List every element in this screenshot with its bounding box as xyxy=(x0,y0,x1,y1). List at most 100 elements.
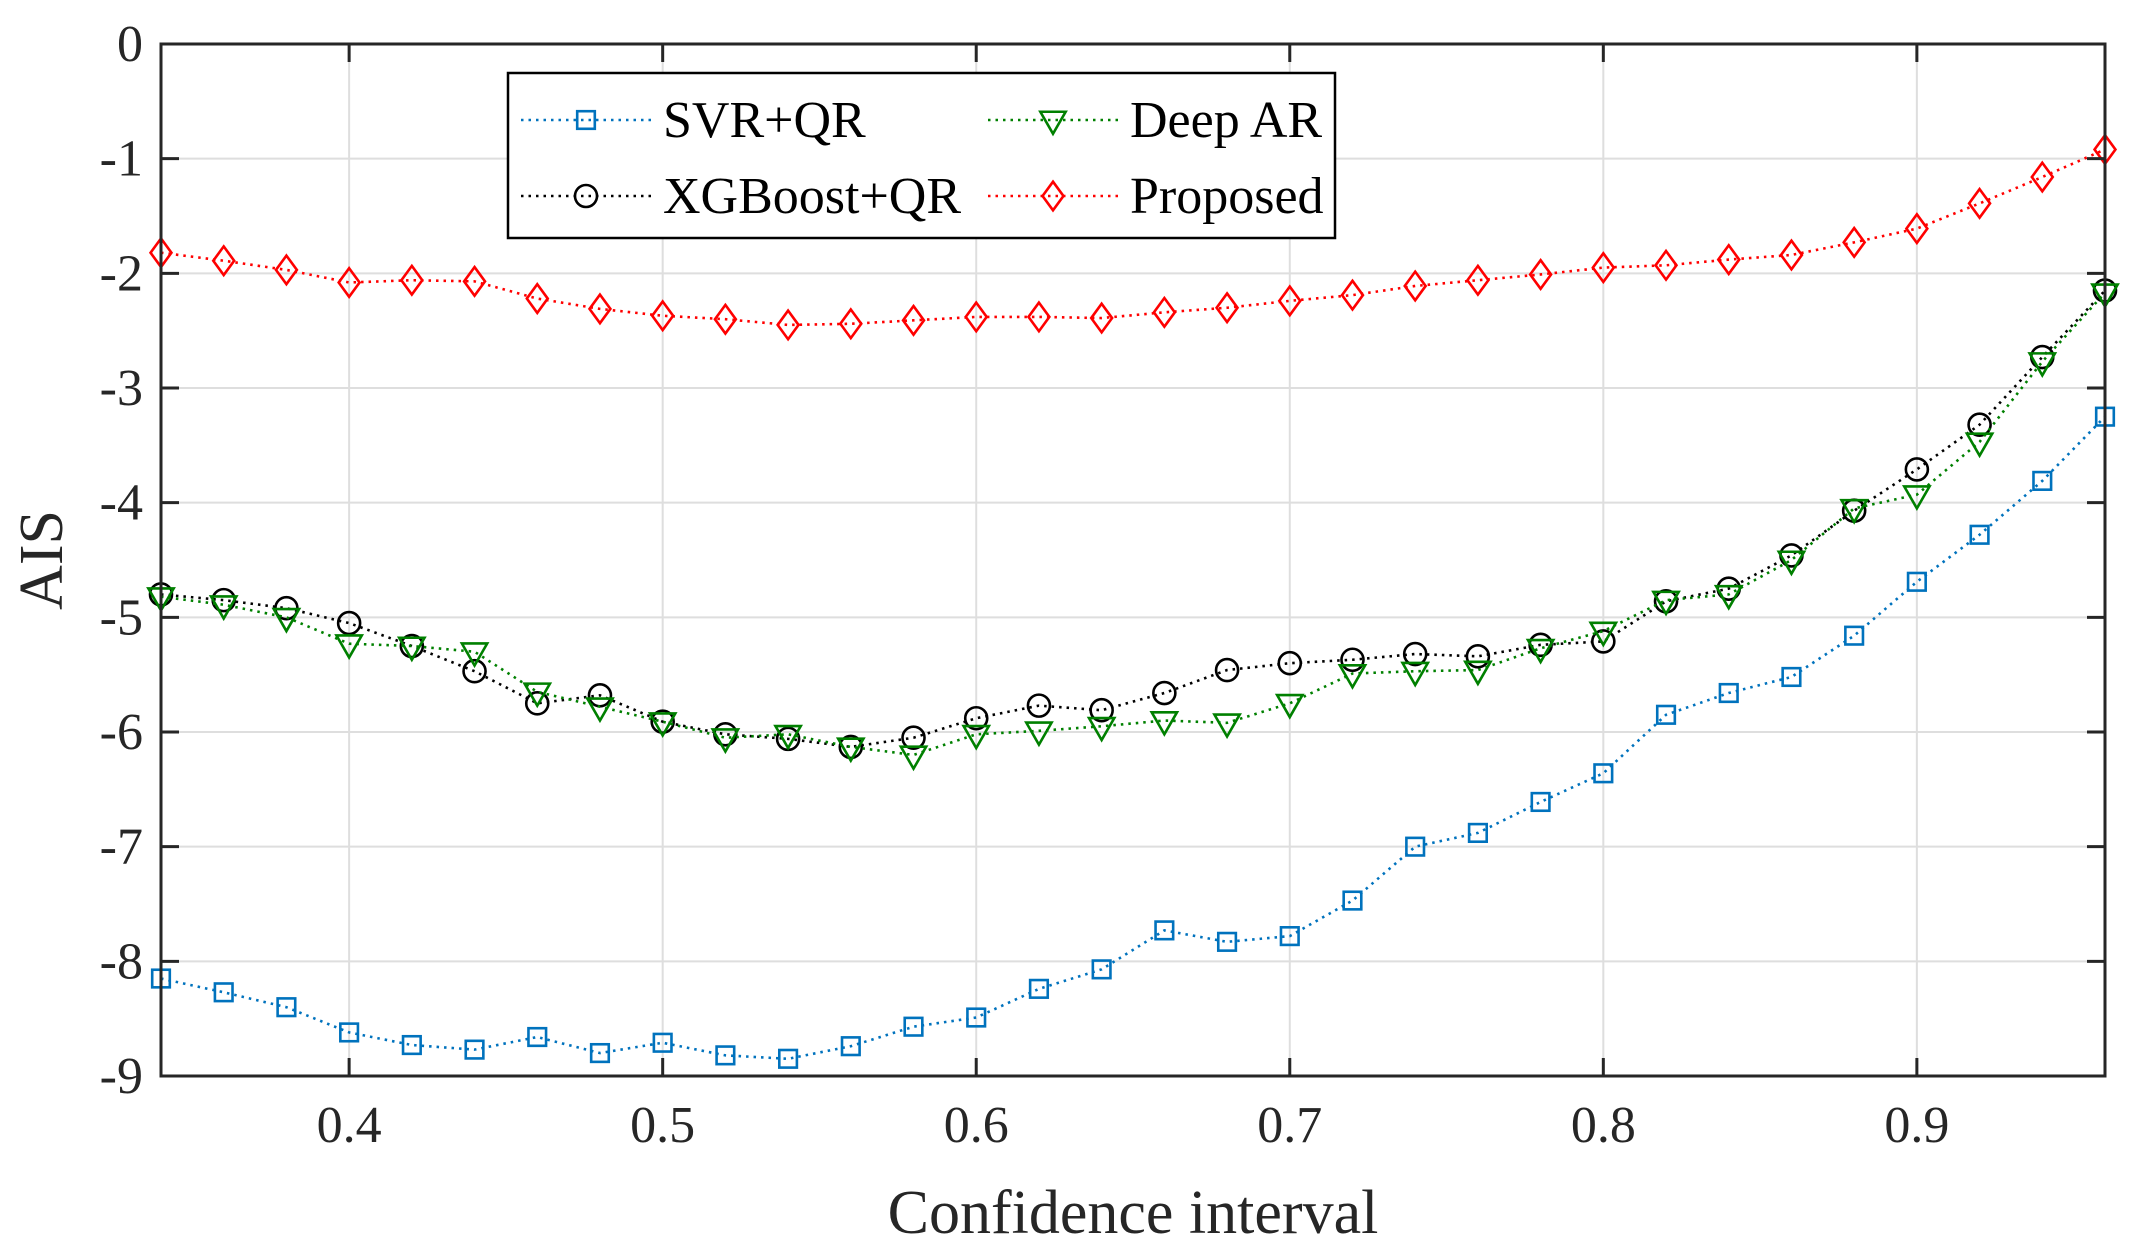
plot-frame xyxy=(159,42,2107,1078)
legend-label: XGBoost+QR xyxy=(663,168,961,225)
data-point xyxy=(1467,822,1489,844)
data-point xyxy=(459,642,490,669)
data-point xyxy=(898,745,929,772)
data-point xyxy=(1463,660,1493,687)
data-point xyxy=(1591,629,1616,654)
data-point xyxy=(652,1032,673,1053)
data-point xyxy=(336,610,362,636)
data-point xyxy=(838,734,864,760)
y-tick-label: -6 xyxy=(100,704,143,761)
data-point xyxy=(1215,291,1240,325)
data-point xyxy=(1904,212,1929,246)
data-point xyxy=(1530,791,1551,813)
data-point xyxy=(1024,721,1054,748)
data-point xyxy=(334,634,365,661)
data-point xyxy=(647,712,678,739)
y-tick-label: -1 xyxy=(100,131,143,188)
data-point xyxy=(524,691,550,716)
data-point xyxy=(1591,251,1616,285)
data-point xyxy=(527,1026,548,1048)
y-tick-label: 0 xyxy=(117,16,143,73)
data-point xyxy=(1279,926,1300,947)
data-point xyxy=(1154,920,1175,941)
data-point xyxy=(650,299,675,333)
data-point xyxy=(835,737,866,764)
data-point xyxy=(1901,485,1932,511)
data-point xyxy=(339,1022,360,1043)
data-point xyxy=(961,724,992,751)
legend-entry: Proposed xyxy=(988,168,1324,225)
data-point xyxy=(1969,524,1990,545)
y-tick-label: -7 xyxy=(100,819,143,876)
data-point xyxy=(1904,457,1930,482)
data-point xyxy=(208,595,239,622)
data-point xyxy=(1091,959,1112,980)
data-point xyxy=(337,266,362,300)
legend-entry: XGBoost+QR xyxy=(521,168,961,225)
data-point xyxy=(964,300,989,334)
data-point xyxy=(901,303,926,337)
data-point xyxy=(213,982,234,1003)
data-point xyxy=(776,308,801,342)
data-point xyxy=(211,244,236,278)
data-point xyxy=(1655,704,1677,725)
data-point xyxy=(2027,352,2058,378)
legend: SVR+QR XGBoost+QR Deep AR Proposed xyxy=(506,71,1337,240)
series-deep-ar xyxy=(146,283,2120,772)
data-point xyxy=(1525,638,1556,665)
data-point xyxy=(274,253,299,287)
x-tick-label: 0.9 xyxy=(1884,1097,1949,1154)
legend-box xyxy=(506,71,1337,240)
x-tick-label: 0.5 xyxy=(630,1097,695,1154)
x-axis-title: Confidence interval xyxy=(888,1179,1379,1247)
data-point xyxy=(1713,584,1744,611)
data-point xyxy=(1214,657,1240,683)
data-series xyxy=(146,132,2120,1069)
series-svr-qr xyxy=(150,406,2116,1069)
data-point xyxy=(1528,257,1553,291)
x-tick-label: 0.7 xyxy=(1257,1097,1322,1154)
data-point xyxy=(2032,470,2053,491)
data-point xyxy=(1839,498,1870,525)
data-point xyxy=(399,633,425,659)
data-point xyxy=(271,607,302,634)
data-point xyxy=(1152,295,1177,329)
data-point xyxy=(1152,680,1177,706)
data-point xyxy=(1842,225,1867,259)
legend-marker xyxy=(575,109,597,131)
data-point xyxy=(1342,890,1363,911)
data-point xyxy=(966,1007,987,1028)
data-point xyxy=(1651,590,1681,617)
data-point xyxy=(650,709,675,734)
data-point xyxy=(401,1034,422,1056)
data-point xyxy=(2030,160,2055,194)
data-point xyxy=(1964,432,1995,459)
data-point xyxy=(462,658,487,684)
data-point xyxy=(901,725,926,751)
data-point xyxy=(773,724,803,751)
legend-label: Deep AR xyxy=(1130,92,1322,149)
data-point xyxy=(1588,621,1619,648)
x-tick-labels: 0.4 0.5 0.6 0.7 0.8 0.9 xyxy=(317,1097,1950,1154)
data-point xyxy=(1776,550,1807,577)
data-point xyxy=(1212,713,1242,740)
series-proposed xyxy=(148,132,2118,342)
data-point xyxy=(1718,682,1739,704)
series-line xyxy=(160,415,2106,1061)
data-point xyxy=(1781,666,1802,688)
data-point xyxy=(1967,186,1992,220)
data-point xyxy=(462,264,487,298)
data-point xyxy=(1400,661,1431,688)
data-point xyxy=(710,728,741,755)
data-point xyxy=(903,1016,924,1037)
data-point xyxy=(1716,243,1741,277)
legend-marker xyxy=(1038,110,1068,137)
data-point xyxy=(1405,836,1426,857)
data-point xyxy=(399,263,424,297)
legend-entry: SVR+QR xyxy=(521,92,866,149)
data-point xyxy=(1086,716,1117,743)
data-point xyxy=(396,636,427,663)
legend-label: Proposed xyxy=(1130,168,1324,225)
data-point xyxy=(464,1039,485,1060)
